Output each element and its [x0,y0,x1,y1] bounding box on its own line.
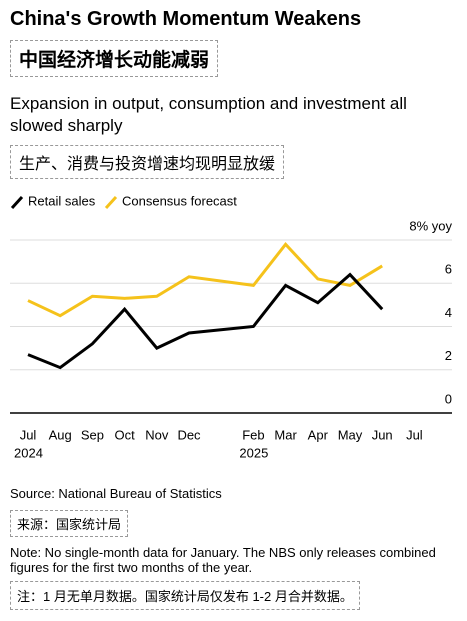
x-tick-label: Apr [308,427,329,442]
y-tick-label: 6 [445,262,452,277]
subtitle-zh: 生产、消费与投资增速均现明显放缓 [10,145,285,179]
series-line [27,242,383,318]
x-tick-label: Dec [177,427,201,442]
source: Source: National Bureau of Statistics [10,486,222,501]
title: China's Growth Momentum Weakens [10,8,362,30]
series-line [27,272,384,370]
legend-swatch [104,195,118,210]
x-tick-label: May [338,427,363,442]
year-label: 2024 [14,445,43,460]
x-tick-label: Oct [114,427,135,442]
legend-swatch [10,195,24,210]
title-zh: 中国经济增长动能减弱 [10,40,219,77]
x-tick-label: Nov [145,427,169,442]
x-tick-label: Aug [49,427,72,442]
legend-label: Consensus forecast [122,193,237,208]
legend-label: Retail sales [28,193,96,208]
x-tick-label: Jul [406,427,423,442]
x-tick-label: Jul [20,427,37,442]
subtitle: Expansion in output, consumption and inv… [10,94,407,135]
note: Note: No single-month data for January. … [10,545,436,575]
year-label: 2025 [239,445,268,460]
x-tick-label: Feb [242,427,264,442]
y-tick-label: 0 [445,391,452,406]
note-zh: 注：1 月无单月数据。国家统计局仅发布 1-2 月合并数据。 [10,581,360,610]
y-tick-label: 8% yoy [409,218,452,233]
y-tick-label: 2 [445,348,452,363]
x-tick-label: Mar [274,427,297,442]
chart: Retail sales Consensus forecast 0 2 4 6 8% yoy… [10,193,452,460]
source-zh: 来源：国家统计局 [10,510,129,537]
x-tick-label: Jun [372,427,393,442]
x-tick-label: Sep [81,427,104,442]
y-tick-label: 4 [445,305,452,320]
